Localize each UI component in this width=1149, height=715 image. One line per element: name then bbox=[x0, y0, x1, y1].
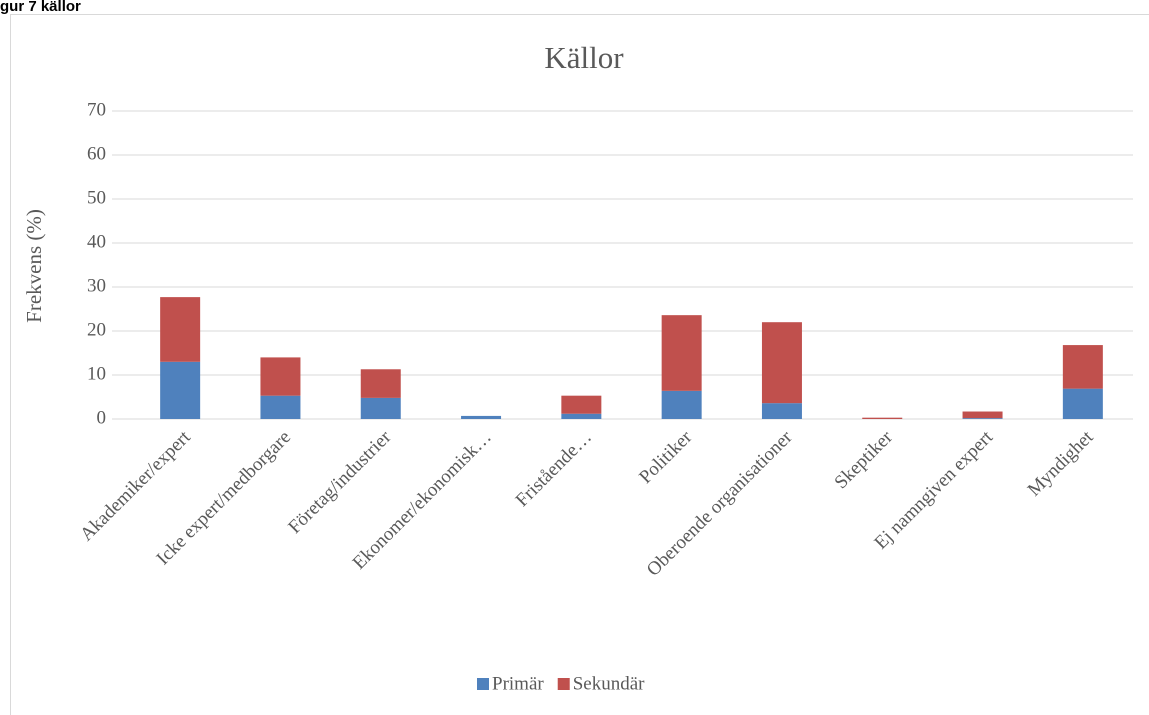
bar-segment bbox=[661, 390, 702, 419]
y-tick-label: 20 bbox=[87, 319, 106, 340]
bar-segment bbox=[461, 415, 502, 419]
y-tick-label: 10 bbox=[87, 363, 106, 384]
legend-label: Primär bbox=[492, 673, 544, 694]
bar-segment bbox=[962, 418, 1003, 419]
y-tick-label: 30 bbox=[87, 275, 106, 296]
bar-segment bbox=[160, 361, 201, 419]
legend-swatch bbox=[477, 678, 489, 690]
y-tick-label: 50 bbox=[87, 187, 106, 208]
bar-segment bbox=[260, 357, 301, 396]
legend-swatch bbox=[557, 678, 570, 690]
bar-segment bbox=[661, 315, 702, 391]
bar-segment bbox=[1062, 345, 1103, 389]
y-tick-label: 60 bbox=[87, 143, 106, 164]
y-tick-label: 40 bbox=[87, 231, 106, 252]
bar-segment bbox=[561, 395, 602, 414]
bar-segment bbox=[761, 322, 802, 404]
bar-segment bbox=[360, 369, 401, 398]
bar-segment bbox=[360, 397, 401, 419]
bar-segment bbox=[260, 395, 301, 419]
y-tick-label: 70 bbox=[87, 99, 106, 120]
y-tick-label: 0 bbox=[97, 407, 107, 428]
y-axis-label: Frekvens (%) bbox=[22, 209, 46, 323]
bar-segment bbox=[761, 403, 802, 419]
bar-segment bbox=[561, 413, 602, 419]
bar-segment bbox=[160, 297, 201, 362]
chart-title: Källor bbox=[544, 40, 624, 75]
chart-frame bbox=[10, 14, 1149, 715]
legend-label: Sekundär bbox=[573, 673, 645, 694]
page-heading: gur 7 källor bbox=[0, 0, 81, 15]
bar-segment bbox=[1062, 388, 1103, 419]
bar-segment bbox=[962, 411, 1003, 419]
bar-segment bbox=[862, 417, 903, 419]
